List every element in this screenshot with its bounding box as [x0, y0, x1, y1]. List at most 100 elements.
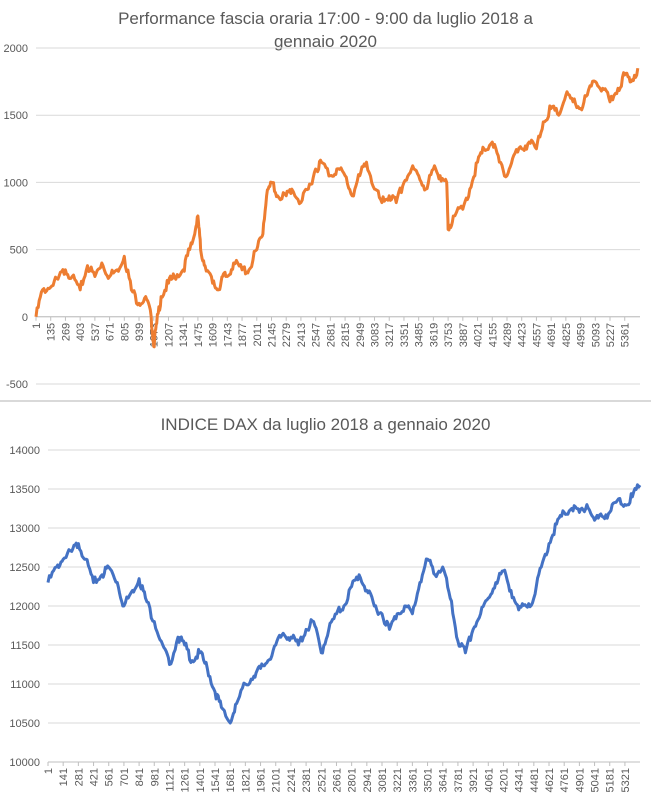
- dax-x-tick-label: 4201: [498, 768, 510, 792]
- performance-x-tick-label: 5093: [590, 323, 602, 347]
- performance-x-tick-label: 3083: [370, 323, 382, 347]
- performance-y-tick-label: 1500: [4, 110, 28, 122]
- performance-x-tick-label: 4691: [546, 323, 558, 347]
- performance-x-tick-label: 2279: [281, 323, 293, 347]
- dax-x-tick-label: 561: [104, 768, 116, 786]
- dax-y-tick-label: 12000: [9, 601, 40, 613]
- performance-x-tick-label: 4557: [531, 323, 543, 347]
- performance-x-tick-label: 939: [134, 323, 146, 341]
- performance-x-tick-label: 1609: [208, 323, 220, 347]
- dax-x-tick-label: 841: [134, 768, 146, 786]
- dax-x-tick-label: 281: [73, 768, 85, 786]
- dax-line-chart: 10000 10500 11000 11500 12000 12500 13000 13500…: [9, 445, 642, 792]
- performance-x-tick-label: 2547: [311, 323, 323, 347]
- dax-y-tick-label: 10000: [9, 757, 40, 769]
- performance-x-tick-label: 671: [105, 323, 117, 341]
- dax-x-tick-label: 4761: [559, 768, 571, 792]
- chart-title-dax: INDICE DAX da luglio 2018 a gennaio 2020: [160, 415, 491, 434]
- performance-x-tick-label: 4289: [502, 323, 514, 347]
- performance-x-tick-label: 2145: [266, 323, 278, 347]
- performance-x-tick-label: 135: [46, 323, 58, 341]
- dax-x-tick-label: 3781: [453, 768, 465, 792]
- performance-x-tick-label: 3351: [399, 323, 411, 347]
- dax-x-tick-label: 981: [149, 768, 161, 786]
- performance-x-tick-label: 1: [31, 323, 43, 329]
- dax-y-tick-label: 14000: [9, 445, 40, 457]
- chart-panel-performance: Performance fascia oraria 17:00 - 9:00 d…: [0, 0, 651, 400]
- dax-x-tick-label: 4481: [529, 768, 541, 792]
- dax-x-tick-label: 1681: [225, 768, 237, 792]
- dax-x-tick-label: 2381: [301, 768, 313, 792]
- performance-x-tick-label: 269: [60, 323, 72, 341]
- dax-x-tick-label: 1: [43, 768, 55, 774]
- performance-x-tick-label: 2681: [325, 323, 337, 347]
- performance-x-tick-label: 4155: [487, 323, 499, 347]
- dax-x-tick-label: 3641: [438, 768, 450, 792]
- performance-line-chart: -500 0 500 1000 1500 2000 1 135 269 403 537 671 805 9…: [4, 43, 640, 391]
- dax-x-tick-label: 1261: [180, 768, 192, 792]
- dax-x-tick-label: 1821: [240, 768, 252, 792]
- performance-x-tick-label: 1207: [163, 323, 175, 347]
- performance-x-tick-label: 4021: [473, 323, 485, 347]
- performance-x-tick-label: 3217: [384, 323, 396, 347]
- dax-x-tick-label: 701: [119, 768, 131, 786]
- dax-x-tick-label: 2241: [286, 768, 298, 792]
- dax-x-tick-label: 3501: [423, 768, 435, 792]
- performance-x-tick-label: 1341: [178, 323, 190, 347]
- performance-x-tick-label: 2949: [355, 323, 367, 347]
- performance-x-tick-label: 403: [75, 323, 87, 341]
- performance-y-tick-label: 500: [10, 245, 28, 257]
- dax-x-tick-label: 2101: [271, 768, 283, 792]
- performance-x-tick-label: 1475: [193, 323, 205, 347]
- dax-x-tick-label: 1961: [256, 768, 268, 792]
- dax-x-tick-label: 4621: [544, 768, 556, 792]
- dax-x-tick-label: 141: [58, 768, 70, 786]
- performance-y-tick-label: 0: [22, 312, 28, 324]
- performance-x-tick-label: 4825: [561, 323, 573, 347]
- performance-x-tick-label: 4959: [576, 323, 588, 347]
- performance-y-tick-label: -500: [6, 379, 28, 391]
- dax-x-tick-label: 3081: [377, 768, 389, 792]
- dax-x-tick-label: 1401: [195, 768, 207, 792]
- dax-series-line: [46, 483, 642, 725]
- dax-x-tick-label: 1541: [210, 768, 222, 792]
- dax-y-tick-label: 13500: [9, 484, 40, 496]
- chart-panel-dax: INDICE DAX da luglio 2018 a gennaio 2020…: [0, 402, 651, 806]
- performance-x-tick-label: 2011: [252, 323, 264, 347]
- performance-x-tick-label: 2413: [296, 323, 308, 347]
- dax-y-tick-label: 11000: [10, 679, 40, 691]
- dax-y-tick-label: 10500: [9, 718, 40, 730]
- chart-divider: [0, 400, 651, 402]
- dax-y-tick-label: 11500: [10, 640, 40, 652]
- dax-y-tick-label: 12500: [9, 562, 40, 574]
- performance-x-tick-label: 2815: [340, 323, 352, 347]
- chart-title-performance-line2: gennaio 2020: [273, 32, 378, 51]
- performance-x-tick-label: 5227: [605, 323, 617, 347]
- dax-x-tick-label: 4341: [514, 768, 526, 792]
- performance-y-tick-label: 2000: [4, 43, 28, 55]
- performance-y-tick-label: 1000: [4, 177, 28, 189]
- dax-x-tick-label: 421: [89, 768, 101, 786]
- dax-x-tick-label: 5321: [620, 768, 632, 792]
- performance-x-tick-label: 3887: [458, 323, 470, 347]
- dax-x-tick-label: 3921: [468, 768, 480, 792]
- dax-x-tick-label: 2801: [347, 768, 359, 792]
- performance-series-line: [34, 67, 640, 349]
- performance-x-tick-label: 3485: [414, 323, 426, 347]
- performance-x-tick-label: 5361: [620, 323, 632, 347]
- performance-x-tick-label: 805: [119, 323, 131, 341]
- performance-x-tick-label: 1877: [237, 323, 249, 347]
- dax-x-tick-label: 5181: [605, 768, 617, 792]
- performance-x-tick-label: 1743: [222, 323, 234, 347]
- dax-x-tick-label: 4061: [483, 768, 495, 792]
- dax-x-tick-label: 3361: [407, 768, 419, 792]
- dax-x-tick-label: 2521: [316, 768, 328, 792]
- dax-x-tick-label: 1121: [164, 768, 176, 792]
- dax-x-tick-label: 2941: [362, 768, 374, 792]
- dax-x-tick-label: 3221: [392, 768, 404, 792]
- chart-title-performance-line1: Performance fascia oraria 17:00 - 9:00 d…: [118, 9, 533, 28]
- performance-x-tick-label: 3753: [443, 323, 455, 347]
- dax-x-tick-label: 2661: [331, 768, 343, 792]
- dax-x-tick-label: 5041: [590, 768, 602, 792]
- performance-x-tick-label: 3619: [428, 323, 440, 347]
